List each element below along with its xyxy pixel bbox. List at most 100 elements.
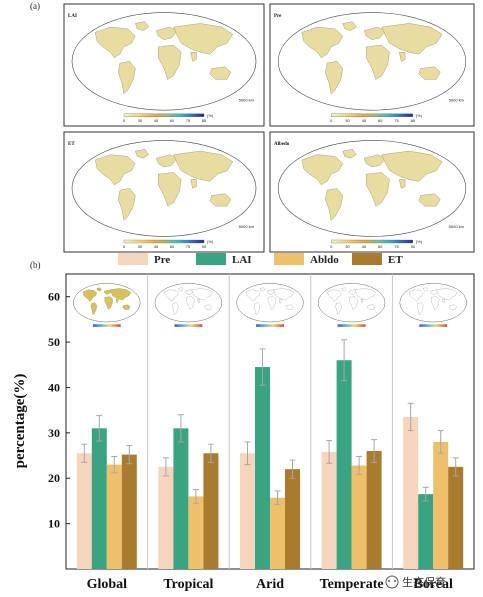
error-bar-lai-global <box>96 415 103 442</box>
bar-abldo-global <box>106 464 122 569</box>
error-bar-pre-temperate <box>326 440 333 464</box>
color-ramp-tick: 30 <box>138 118 143 123</box>
error-bar-lai-arid <box>259 348 266 386</box>
color-ramp-tick: 75 <box>394 118 399 123</box>
error-bar-et-temperate <box>371 439 378 463</box>
inset-map-boreal <box>399 283 467 327</box>
map-title: ET <box>68 142 75 147</box>
color-ramp-unit: (%) <box>207 239 214 244</box>
color-ramp-tick: 60 <box>378 244 383 249</box>
bar-pre-boreal <box>403 416 419 569</box>
color-ramp-unit: (%) <box>207 113 214 118</box>
color-ramp-tick: 90 <box>202 244 207 249</box>
bar-et-tropical <box>203 453 219 569</box>
y-tick-label: 20 <box>48 471 60 485</box>
bar-lai-arid <box>255 367 270 569</box>
bar-lai-boreal <box>418 494 434 569</box>
x-tick-label-global: Global <box>87 577 128 592</box>
bar-et-arid <box>285 469 300 569</box>
color-ramp-tick: 60 <box>170 244 175 249</box>
bar-pre-tropical <box>158 466 174 569</box>
color-ramp-tick: 45 <box>154 244 159 249</box>
color-ramp <box>123 113 205 117</box>
inset-ramp <box>337 324 366 327</box>
bar-abldo-arid <box>270 497 285 569</box>
x-tick-label-arid: Arid <box>256 577 284 592</box>
x-tick-label-boreal: Boreal <box>413 577 453 592</box>
error-bar-abldo-temperate <box>356 455 363 476</box>
color-ramp-tick: 0 <box>330 244 333 249</box>
inset-map-arid <box>236 283 304 327</box>
map-title: Albedo <box>274 142 290 147</box>
y-axis: 10 20 30 40 50 60 <box>48 290 70 531</box>
bar-pre-arid <box>240 453 255 569</box>
color-ramp-tick: 30 <box>345 118 350 123</box>
color-ramp-unit: (%) <box>416 113 423 118</box>
color-ramp-tick: 0 <box>330 118 333 123</box>
color-ramp <box>123 239 205 244</box>
y-tick-label: 30 <box>48 426 60 440</box>
legend-label-pre: Pre <box>154 254 170 266</box>
legend-label-lai: LAI <box>232 254 252 266</box>
inset-ramp <box>174 324 203 327</box>
color-ramp <box>331 113 413 117</box>
bar-chart: Pre LAI Abldo ET 10 20 30 40 50 60 Global Tropica… <box>12 253 475 592</box>
inset-map-temperate <box>317 283 386 327</box>
legend-label-abldo: Abldo <box>310 254 339 266</box>
map-title: Pre <box>274 14 282 19</box>
error-bar-pre-boreal <box>407 402 414 432</box>
y-tick-label: 60 <box>48 290 60 304</box>
error-bar-et-arid <box>289 459 296 479</box>
y-axis-label: percentage(%) <box>12 374 28 469</box>
color-ramp-tick: 75 <box>394 244 399 249</box>
error-bar-pre-arid <box>244 441 251 466</box>
legend-swatch-lai <box>196 253 226 265</box>
map-panel-2: ET 5000 km 0 30 45 60 75 90(%) <box>63 131 265 253</box>
inset-map-tropical <box>154 283 223 327</box>
x-axis: Global Tropical Arid Temperate Boreal <box>87 577 453 592</box>
color-ramp-tick: 60 <box>378 118 383 123</box>
map-panel-3: Albedo 5000 km 0 30 45 60 75 90(%) <box>269 131 475 253</box>
error-bar-pre-tropical <box>162 457 169 477</box>
bars <box>76 339 464 569</box>
x-tick-label-tropical: Tropical <box>163 577 213 592</box>
color-ramp-tick: 30 <box>345 244 350 249</box>
error-bar-et-boreal <box>452 457 459 477</box>
panel-b-label: (b) <box>30 260 41 270</box>
map-title: LAI <box>68 14 77 19</box>
legend: Pre LAI Abldo ET <box>118 253 403 266</box>
bar-et-boreal <box>448 466 464 569</box>
inset-ramp <box>256 324 284 327</box>
bar-et-global <box>121 454 137 569</box>
bar-pre-temperate <box>321 451 337 569</box>
y-tick-label: 50 <box>48 335 60 349</box>
watermark: 生态保育 <box>385 575 446 589</box>
watermark-text: 生态保育 <box>402 575 446 589</box>
error-bar-lai-tropical <box>177 414 184 443</box>
bar-lai-temperate <box>336 360 352 569</box>
error-bar-abldo-tropical <box>192 489 199 504</box>
error-bar-abldo-global <box>111 455 118 474</box>
y-tick-label: 40 <box>48 380 60 394</box>
map-panel-0: LAI 5000 km 0 30 45 60 75 85(%) <box>63 3 265 127</box>
color-ramp-unit: (%) <box>416 239 423 244</box>
color-ramp-tick: 45 <box>362 244 367 249</box>
color-ramp-tick: 85 <box>411 118 416 123</box>
map-scale-note: 5000 km <box>449 98 465 103</box>
bar-lai-global <box>91 428 107 569</box>
legend-label-et: ET <box>388 254 403 266</box>
inset-map-global <box>73 283 141 327</box>
map-scale-note: 5000 km <box>449 224 465 229</box>
color-ramp-tick: 75 <box>186 118 191 123</box>
color-ramp-tick: 45 <box>154 118 159 123</box>
map-scale-note: 5000 km <box>239 224 255 229</box>
error-bar-et-global <box>126 445 133 465</box>
legend-swatch-pre <box>118 253 148 265</box>
bar-abldo-boreal <box>433 441 449 569</box>
bar-lai-tropical <box>173 428 189 569</box>
error-bar-et-tropical <box>207 443 214 463</box>
error-bar-abldo-boreal <box>437 430 444 454</box>
legend-swatch-et <box>352 253 382 265</box>
